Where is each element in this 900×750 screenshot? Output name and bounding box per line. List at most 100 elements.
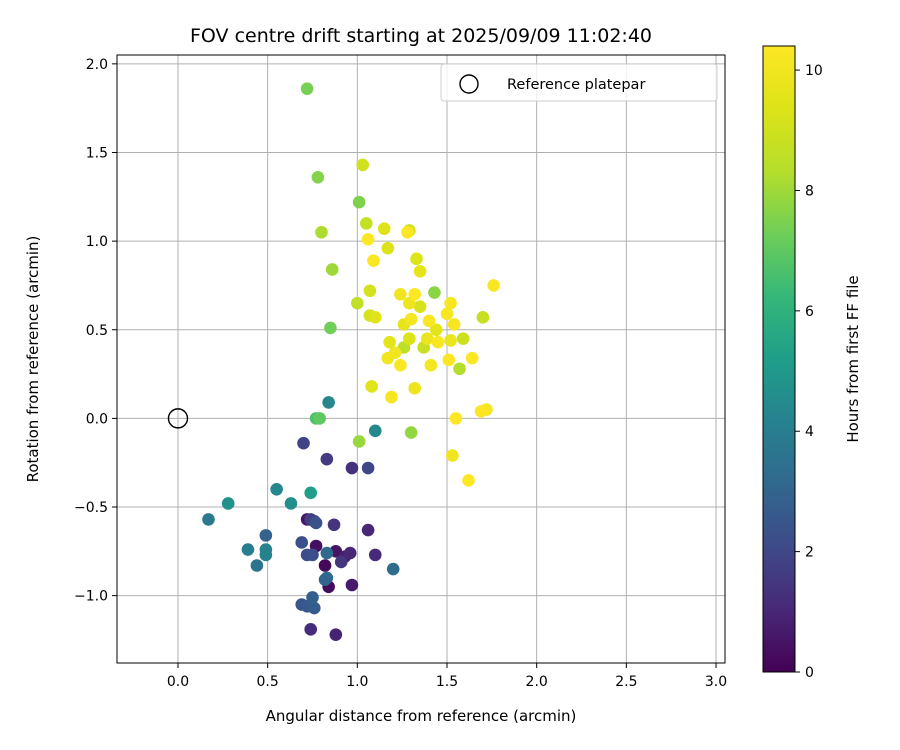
data-point (363, 284, 377, 298)
x-tick-label: 1.5 (436, 674, 458, 690)
data-point (368, 424, 382, 438)
plot-frame (116, 54, 726, 664)
colorbar-tick-label: 6 (805, 304, 814, 320)
data-point (297, 436, 310, 450)
data-point (424, 358, 438, 372)
data-point (444, 334, 457, 347)
data-point (385, 390, 398, 404)
chart-title: FOV centre drift starting at 2025/09/09 … (190, 25, 652, 47)
x-axis-ticks: 0.0 0.5 1.0 1.5 2.0 2.5 3.0 (167, 663, 727, 690)
data-point (377, 222, 391, 236)
colorbar-tick-label: 8 (805, 183, 814, 199)
data-point (420, 332, 434, 345)
reference-marker (167, 408, 189, 429)
colorbar-tick-label: 10 (805, 63, 823, 79)
data-point (345, 461, 359, 475)
y-tick-label: 0.5 (86, 323, 108, 339)
data-point (456, 332, 470, 345)
x-tick-label: 3.0 (705, 674, 727, 690)
colorbar-ticks: 0 2 4 6 8 10 (795, 63, 823, 681)
colorbar-tick-label: 4 (805, 424, 814, 440)
y-tick-label: 0.0 (86, 411, 108, 427)
y-axis-label: Rotation from reference (arcmin) (24, 236, 42, 483)
y-axis-ticks: −1.0 −0.5 0.0 0.5 1.0 1.5 2.0 (74, 57, 117, 605)
data-point (284, 497, 298, 510)
colorbar-tick-label: 2 (805, 545, 814, 561)
data-point (465, 351, 479, 365)
data-point (259, 529, 273, 542)
data-point (444, 296, 457, 310)
data-point (413, 300, 427, 314)
data-point (449, 412, 463, 425)
data-point (322, 396, 335, 409)
data-point (476, 311, 490, 324)
data-point (431, 335, 445, 349)
data-point (442, 353, 456, 367)
legend: Reference platepar (440, 63, 718, 102)
data-point (367, 254, 380, 267)
data-point (408, 288, 422, 301)
data-point (474, 404, 488, 418)
y-tick-label: −0.5 (74, 500, 108, 516)
colorbar-tick-label: 0 (805, 665, 814, 681)
data-point (410, 252, 423, 266)
data-point (403, 332, 416, 345)
data-point (428, 286, 441, 299)
data-points (202, 82, 500, 641)
data-point (304, 623, 317, 636)
data-point (320, 546, 334, 560)
data-point (311, 171, 325, 184)
data-point (365, 380, 378, 393)
data-point (306, 591, 319, 604)
data-point (343, 546, 357, 560)
data-point (447, 318, 461, 331)
data-point (345, 578, 359, 592)
data-point (361, 233, 375, 246)
data-point (318, 559, 332, 572)
data-point (325, 263, 339, 276)
data-point (351, 296, 364, 310)
data-point (221, 497, 235, 510)
colorbar (762, 45, 796, 673)
data-point (413, 264, 427, 278)
data-point (359, 217, 373, 230)
data-point (241, 543, 255, 556)
data-point (250, 559, 264, 572)
data-point (394, 288, 407, 301)
data-point (422, 314, 436, 328)
data-point (320, 452, 334, 466)
grid-lines (117, 55, 725, 663)
data-point (394, 358, 407, 372)
data-point (295, 536, 309, 549)
data-point (440, 307, 454, 321)
data-point (334, 555, 348, 569)
y-tick-label: 2.0 (86, 57, 108, 73)
data-point (320, 571, 334, 585)
x-axis-label: Angular distance from reference (arcmin) (266, 707, 577, 725)
data-point (368, 548, 382, 562)
data-point (381, 241, 395, 255)
data-point (304, 486, 317, 500)
legend-circle-icon (459, 74, 479, 94)
data-point (429, 323, 443, 337)
data-point (324, 321, 337, 335)
data-point (401, 225, 414, 239)
data-point (462, 474, 475, 487)
x-tick-label: 2.0 (526, 674, 548, 690)
legend-label: Reference platepar (507, 77, 645, 93)
y-tick-label: 1.5 (86, 145, 108, 161)
data-point (309, 516, 323, 530)
data-point (404, 312, 418, 326)
data-point (487, 279, 500, 292)
colorbar-label: Hours from first FF file (844, 275, 862, 442)
reference-point-marker (167, 408, 189, 429)
data-point (327, 518, 341, 532)
data-point (446, 449, 459, 462)
data-point (315, 225, 328, 239)
legend-box (440, 63, 718, 102)
data-point (300, 82, 314, 95)
x-tick-label: 0.0 (167, 674, 189, 690)
data-point (306, 548, 319, 562)
data-point (408, 381, 422, 395)
